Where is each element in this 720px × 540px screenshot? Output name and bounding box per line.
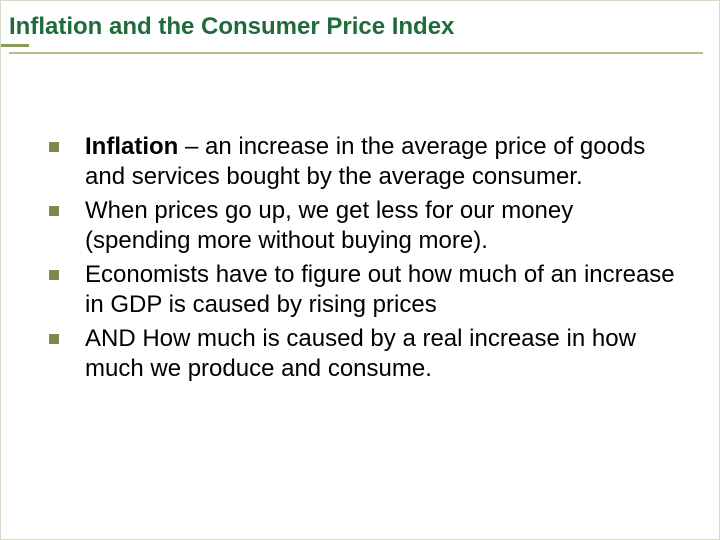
bullet-text: AND How much is caused by a real increas…	[85, 325, 636, 382]
bullet-lead: Inflation	[85, 133, 178, 160]
title-area: Inflation and the Consumer Price Index	[1, 1, 719, 60]
slide: Inflation and the Consumer Price Index I…	[0, 0, 720, 540]
bullet-text: When prices go up, we get less for our m…	[85, 197, 573, 254]
content-area: Inflation – an increase in the average p…	[1, 60, 719, 384]
bullet-list: Inflation – an increase in the average p…	[45, 132, 675, 384]
bullet-text: Economists have to figure out how much o…	[85, 261, 675, 318]
list-item: AND How much is caused by a real increas…	[45, 324, 675, 384]
slide-title: Inflation and the Consumer Price Index	[9, 13, 703, 54]
list-item: Inflation – an increase in the average p…	[45, 132, 675, 192]
list-item: When prices go up, we get less for our m…	[45, 196, 675, 256]
title-accent-bar	[1, 44, 29, 47]
list-item: Economists have to figure out how much o…	[45, 260, 675, 320]
